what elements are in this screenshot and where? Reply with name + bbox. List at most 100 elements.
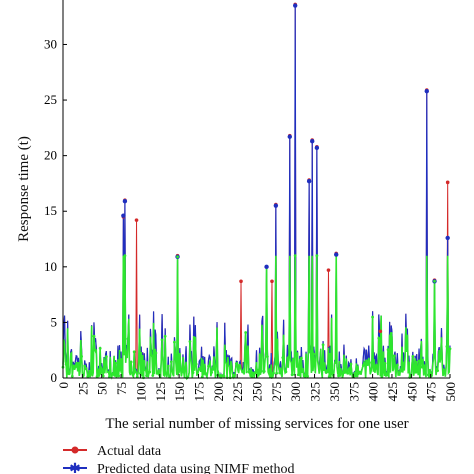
green-point [104,355,108,359]
green-point [303,373,306,377]
green-point [334,361,337,364]
predicted-point [122,199,128,204]
x-tick-label: 125 [153,382,168,402]
green-point [448,347,452,351]
x-tick-label: 350 [327,382,342,402]
green-point [296,373,300,377]
actual-point [378,329,383,334]
green-point [423,371,427,375]
x-tick-label: 25 [75,382,90,395]
legend-predicted-label: Predicted data using NIMF method [97,462,295,474]
green-point [92,334,96,338]
green-point [405,349,409,353]
predicted-point [121,213,126,218]
green-point [253,371,257,375]
green-point [207,364,210,368]
green-point [77,361,80,365]
green-point [86,375,90,378]
predicted-point [264,264,269,270]
green-point [176,255,179,259]
actual-point [445,180,450,185]
predicted-point [293,3,298,8]
x-tick-label: 225 [230,382,245,402]
green-point [433,279,436,283]
predicted-point [314,145,320,151]
green-point [361,364,365,367]
green-point [64,363,68,366]
green-point [256,368,260,372]
x-tick-label: 400 [366,382,381,402]
green-point [414,370,418,374]
green-point [330,372,334,376]
green-point [117,374,121,378]
x-tick-label: 150 [172,382,187,402]
green-point [83,364,87,368]
green-point [395,363,399,367]
green-point [160,338,164,342]
green-point [278,371,282,375]
green-point [383,362,387,365]
x-tick-label: 375 [346,382,361,402]
green-point [411,355,415,358]
green-point [337,374,340,378]
green-point [182,370,186,374]
green-point [281,356,285,360]
green-point [306,374,309,378]
green-point [392,354,396,358]
green-point [101,374,105,378]
green-point [315,254,319,258]
green-point [210,371,214,374]
y-tick-label: 0 [51,370,58,385]
y-tick-label: 15 [44,203,57,218]
predicted-point [306,179,312,184]
green-point [111,372,114,376]
x-tick-label: 75 [114,382,129,395]
x-tick-label: 0 [56,382,71,389]
green-point [358,370,362,374]
green-point [89,372,93,376]
green-point [417,359,421,363]
green-point [157,369,161,372]
green-point [197,367,201,371]
x-tick-label: 250 [250,382,265,402]
green-point [299,356,303,360]
y-tick-label: 30 [44,36,57,51]
green-point [377,336,381,340]
green-point [287,355,291,359]
x-tick-label: 475 [424,382,439,402]
green-point [70,374,74,378]
green-point [343,371,347,374]
legend: Actual data ✱ Predicted data using NIMF … [63,444,295,474]
x-tick-label: 325 [308,382,323,402]
green-point [114,361,118,365]
x-tick-label: 175 [191,382,206,402]
green-point [265,355,269,358]
actual-point [326,268,331,272]
green-point [204,372,207,375]
green-point [389,332,393,335]
green-point [80,355,83,358]
predicted-point [334,252,339,257]
green-point [371,315,374,319]
actual-point [134,218,139,222]
green-point [327,375,331,378]
y-ticks: 0 5 10 15 20 25 30 [44,36,67,385]
green-point [163,334,167,338]
green-point [402,361,405,365]
green-point [219,373,223,377]
green-point [275,371,279,375]
series-green-line [62,255,451,381]
y-tick-label: 10 [44,259,57,274]
x-tick-label: 500 [443,382,458,402]
green-point [259,369,263,373]
y-axis-label: Response time (t) [16,136,32,242]
predicted-point [424,88,429,94]
x-tick-label: 275 [269,382,284,402]
green-point [139,371,142,375]
green-point [272,371,275,375]
green-point [67,372,71,376]
actual-point [270,279,274,284]
x-tick-label: 300 [288,382,303,402]
green-point [191,371,195,374]
